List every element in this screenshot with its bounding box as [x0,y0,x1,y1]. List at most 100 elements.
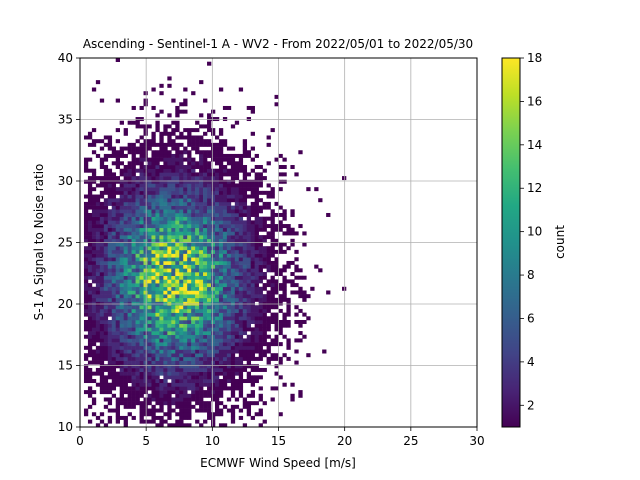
heatmap-cell [91,379,97,384]
heatmap-cell [87,142,93,147]
heatmap-cell [95,338,101,343]
heatmap-cell [282,165,287,169]
heatmap-cell [163,297,168,302]
heatmap-cell [258,338,263,343]
heatmap-cell [103,190,109,195]
heatmap-cell [183,246,188,251]
heatmap-cell [183,194,188,199]
heatmap-cell [131,342,136,347]
heatmap-cell [103,142,109,147]
heatmap-cell [119,275,124,280]
heatmap-cell [155,260,160,265]
heatmap-cell [274,157,279,162]
heatmap-cell [139,379,144,384]
heatmap-cell [230,205,236,210]
heatmap-cell [91,342,97,347]
heatmap-cell [218,356,224,361]
heatmap-cell [143,386,148,391]
heatmap-cell [226,272,232,277]
heatmap-cell [115,371,120,376]
heatmap-cell [127,371,132,376]
heatmap-cell [214,209,220,214]
heatmap-cell [103,338,109,343]
heatmap-cell [179,227,184,232]
heatmap-cell [278,172,283,177]
heatmap-cell [107,283,113,288]
heatmap-cell [199,279,204,284]
heatmap-cell [258,375,263,380]
heatmap-cell [151,367,156,372]
heatmap-cell [234,334,240,339]
heatmap-cell [95,205,101,210]
heatmap-cell [199,139,204,144]
heatmap-cell [167,260,172,265]
heatmap-cell [163,194,168,199]
heatmap-cell [99,312,105,317]
heatmap-cell [203,198,208,203]
heatmap-cell [306,316,311,321]
heatmap-cell [155,297,160,302]
heatmap-cell [286,246,291,251]
heatmap-cell [151,212,156,217]
heatmap-cell [258,249,263,254]
heatmap-cell [171,305,176,310]
heatmap-cell [250,305,255,310]
heatmap-cell [99,283,105,288]
heatmap-cell [143,231,148,236]
heatmap-cell [207,408,212,413]
heatmap-cell [87,390,93,395]
heatmap-cell [135,319,140,324]
heatmap-cell [175,194,180,199]
heatmap-cell [167,275,172,280]
heatmap-cell [242,364,248,369]
heatmap-cell [183,227,188,232]
heatmap-cell [187,131,192,136]
heatmap-cell [258,246,263,251]
heatmap-cell [167,408,172,413]
heatmap-cell [155,423,160,428]
heatmap-cell [87,157,93,162]
heatmap-cell [207,353,212,358]
heatmap-cell [195,209,200,214]
heatmap-cell [183,205,188,210]
heatmap-cell [143,412,148,417]
heatmap-cell [246,172,252,177]
heatmap-cell [183,165,188,169]
heatmap-cell [91,316,97,321]
heatmap-cell [230,183,236,188]
heatmap-cell [183,297,188,302]
heatmap-cell [250,319,255,324]
heatmap-cell [115,242,120,247]
heatmap-cell [131,212,136,217]
heatmap-cell [147,297,152,302]
heatmap-cell [218,301,224,306]
heatmap-cell [107,367,113,372]
heatmap-cell [199,205,204,210]
heatmap-cell [139,401,144,406]
heatmap-cell [139,117,144,122]
heatmap-cell [238,183,244,188]
heatmap-cell [111,198,117,203]
heatmap-cell [131,375,136,380]
heatmap-cell [222,179,228,184]
heatmap-cell [179,294,184,299]
heatmap-cell [282,279,287,284]
heatmap-cell [111,242,117,247]
heatmap-cell [147,187,152,192]
heatmap-cell [222,345,228,350]
heatmap-cell [183,157,188,162]
heatmap-cell [171,139,176,144]
heatmap-cell [242,212,248,217]
heatmap-cell [159,209,164,214]
heatmap-cell [163,286,168,291]
heatmap-cell [282,294,287,299]
heatmap-cell [119,212,124,217]
heatmap-cell [282,323,287,328]
heatmap-cell [167,382,172,387]
heatmap-cell [139,393,144,398]
heatmap-cell [266,308,271,313]
heatmap-cell [199,249,204,254]
heatmap-cell [147,257,152,262]
heatmap-cell [270,316,275,321]
heatmap-cell [238,279,244,284]
